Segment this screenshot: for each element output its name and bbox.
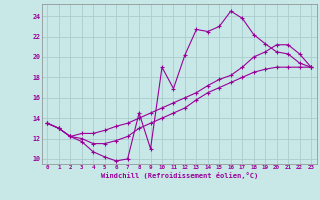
X-axis label: Windchill (Refroidissement éolien,°C): Windchill (Refroidissement éolien,°C): [100, 172, 258, 179]
